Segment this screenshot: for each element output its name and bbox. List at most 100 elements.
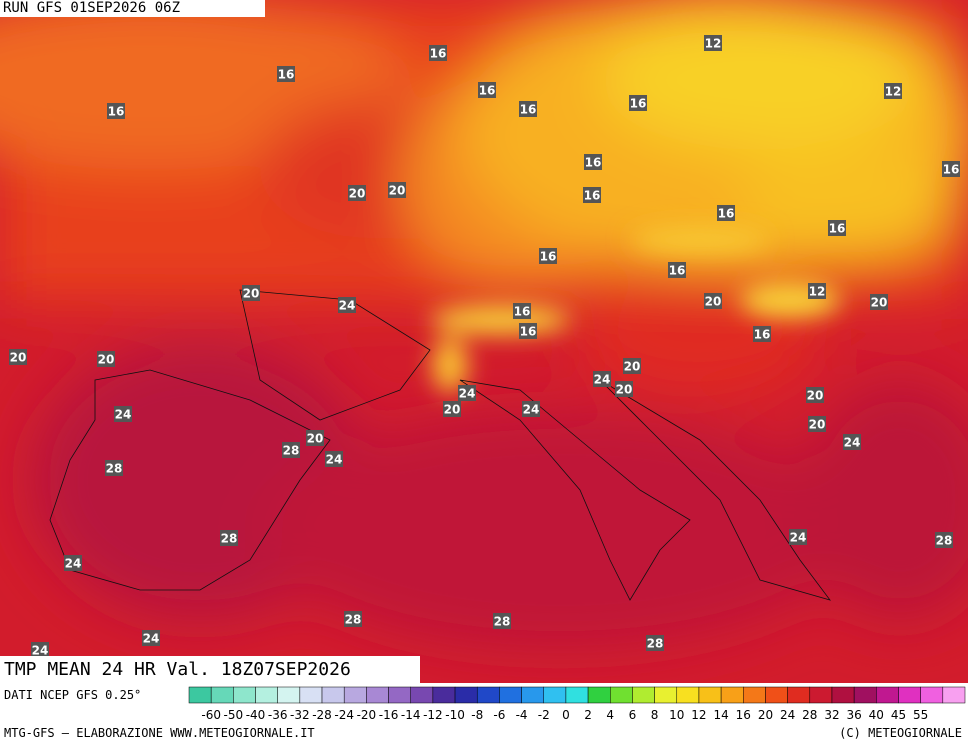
contour-label-box (306, 430, 324, 446)
colorbar-cell (698, 686, 722, 704)
contour-label-box (348, 185, 366, 201)
colorbar-tick-label: 40 (869, 708, 884, 722)
colorbar-cell (476, 686, 500, 704)
colorbar-tick-label: -10 (445, 708, 465, 722)
contour-label-box (615, 381, 633, 397)
contour-label-box (753, 326, 771, 342)
contour-label-box (458, 385, 476, 401)
contour-label-box (282, 442, 300, 458)
contour-label-box (870, 294, 888, 310)
colorbar-tick-label: 45 (891, 708, 906, 722)
contour-label-box (789, 529, 807, 545)
colorbar-tick-label: 32 (824, 708, 839, 722)
contour-label-box (629, 95, 647, 111)
colorbar-cell (853, 686, 877, 704)
contour-label-box (429, 45, 447, 61)
colorbar-cell (632, 686, 655, 704)
contour-label-box (646, 635, 664, 651)
colorbar-cell (587, 686, 611, 704)
colorbar-cell (654, 686, 678, 704)
contour-label-box (388, 182, 406, 198)
contour-label-box (344, 611, 362, 627)
contour-label-box (443, 401, 461, 417)
run-label: RUN GFS 01SEP2026 06Z (0, 0, 265, 17)
contour-label: 28 (345, 613, 362, 627)
contour-label-box (522, 401, 540, 417)
contour-label: 20 (389, 184, 406, 198)
colorbar-tick-label: -24 (334, 708, 354, 722)
contour-label-box (31, 642, 49, 658)
colorbar-cell (876, 686, 899, 704)
contour-label-box (935, 532, 953, 548)
contour-label-box (493, 613, 511, 629)
contour-label: 20 (243, 287, 260, 301)
contour-label-box (704, 293, 722, 309)
copyright-label: (C) METEOGIORNALE (839, 726, 962, 740)
contour-label: 24 (32, 644, 49, 658)
contour-label: 16 (514, 305, 531, 319)
contour-label: 16 (754, 328, 771, 342)
contour-label: 16 (718, 207, 735, 221)
contour-label-box (142, 630, 160, 646)
contour-label-box (704, 35, 722, 51)
contour-label: 28 (221, 532, 238, 546)
contour-label: 16 (630, 97, 647, 111)
contour-label: 28 (494, 615, 511, 629)
contour-label: 20 (705, 295, 722, 309)
contour-label-box (623, 358, 641, 374)
colorbar-tick-label: -36 (268, 708, 288, 722)
contour-label-box (277, 66, 295, 82)
contour-label-box (338, 297, 356, 313)
colorbar-tick-label: 10 (669, 708, 684, 722)
colorbar-cell (343, 686, 367, 704)
colorbar-tick-label: -28 (312, 708, 332, 722)
colorbar-tick-label: 36 (847, 708, 862, 722)
contour-label: 20 (307, 432, 324, 446)
colorbar-cell (521, 686, 544, 704)
colorbar-cell (499, 686, 522, 704)
contour-label: 12 (885, 85, 902, 99)
colorbar-cell (454, 686, 478, 704)
contour-label: 20 (444, 403, 461, 417)
contour-label: 16 (669, 264, 686, 278)
contour-label-box (97, 351, 115, 367)
colorbar-cell (898, 686, 921, 704)
contour-label-box (9, 349, 27, 365)
colorbar-cell (210, 686, 234, 704)
contour-label-box (828, 220, 846, 236)
contour-label-box (808, 416, 826, 432)
colorbar-cell (188, 686, 212, 704)
colorbar-tick-label: -50 (224, 708, 244, 722)
contour-label: 24 (594, 373, 611, 387)
colorbar-cell (743, 686, 766, 704)
contour-label: 24 (523, 403, 540, 417)
colorbar-cell (831, 686, 855, 704)
contour-label-box (513, 303, 531, 319)
contour-label: 16 (278, 68, 295, 82)
contour-label: 16 (430, 47, 447, 61)
coastlines (49, 289, 832, 601)
colorbar-cell (366, 686, 389, 704)
contour-label-box (843, 434, 861, 450)
contour-label-box (519, 101, 537, 117)
contour-label-box (806, 387, 824, 403)
colorbar-tick-label: 14 (713, 708, 728, 722)
contour-label-box (584, 154, 602, 170)
colorbar-tick-label: 16 (736, 708, 751, 722)
colorbar-cell (676, 686, 700, 704)
contour-label-box (107, 103, 125, 119)
colorbar-cell (255, 686, 278, 704)
contour-label: 20 (616, 383, 633, 397)
contour-label: 24 (844, 436, 861, 450)
colorbar-cell (321, 686, 345, 704)
contour-label: 16 (520, 325, 537, 339)
colorbar-cell (432, 686, 456, 704)
colorbar-tick-label: 20 (758, 708, 773, 722)
contour-label-box (593, 371, 611, 387)
colorbar-tick-label: -16 (379, 708, 399, 722)
contour-label: 20 (10, 351, 27, 365)
colorbar-cell (233, 686, 256, 704)
contour-label-box (220, 530, 238, 546)
